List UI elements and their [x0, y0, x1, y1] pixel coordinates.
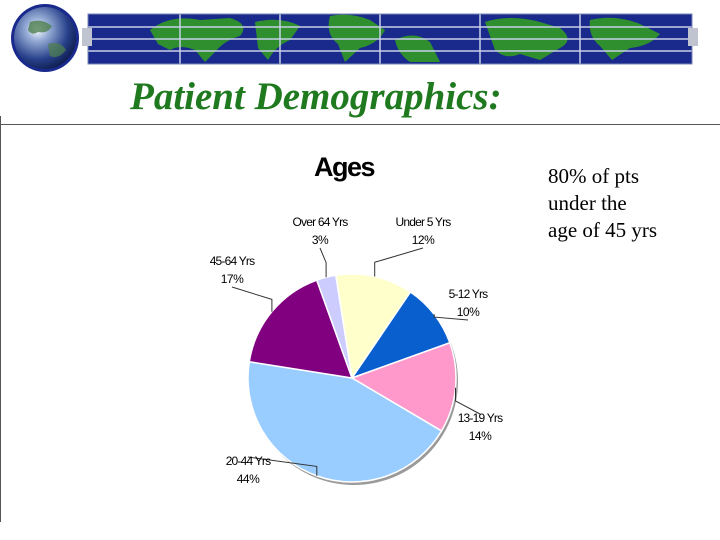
pie-leader-line: [247, 456, 318, 476]
pie-slice-percent: 12%: [412, 233, 435, 247]
pie-slice-percent: 3%: [312, 233, 329, 247]
pie-slice-label: 5-12 Yrs: [449, 287, 489, 301]
pie-slice-percent: 14%: [469, 429, 492, 443]
pie-slice-percent: 17%: [221, 272, 244, 286]
age-pie-chart: Ages Under 5 Yrs 12% 5-12 Yrs 10% 13-19 Yrs 1…: [210, 152, 504, 486]
pie-leader-line: [374, 247, 424, 277]
pie-slice-label: 45-64 Yrs: [210, 254, 255, 268]
summary-note-line: 80% of pts: [548, 164, 639, 188]
summary-note-line: under the: [548, 191, 627, 215]
summary-note-line: age of 45 yrs: [548, 218, 658, 242]
chart-title: Ages: [314, 152, 375, 182]
globe-icon: [11, 4, 79, 72]
pie-slice-label: Over 64 Yrs: [292, 215, 348, 229]
pie-slice-label: Under 5 Yrs: [395, 215, 451, 229]
world-map-banner: [0, 0, 720, 76]
pie-slice: [334, 273, 412, 380]
pie-slice-label: 13-19 Yrs: [458, 411, 503, 425]
pie-leader-line: [319, 247, 327, 278]
divider-line-vertical: [0, 116, 1, 522]
summary-note: 80% of pts under the age of 45 yrs: [548, 163, 708, 244]
pie-slice: [248, 279, 354, 379]
divider-line: [0, 124, 720, 125]
pie-slice-label: 20-44 Yrs: [226, 454, 271, 468]
pie-leader-line: [433, 314, 469, 321]
slide-title: Patient Demographics:: [130, 75, 502, 118]
pie-slice: [350, 341, 457, 432]
pie-leader-line: [455, 387, 481, 415]
pie-leader-line: [231, 286, 273, 312]
pie-slice-percent: 10%: [457, 305, 480, 319]
pie-slice-percent: 44%: [237, 472, 260, 486]
